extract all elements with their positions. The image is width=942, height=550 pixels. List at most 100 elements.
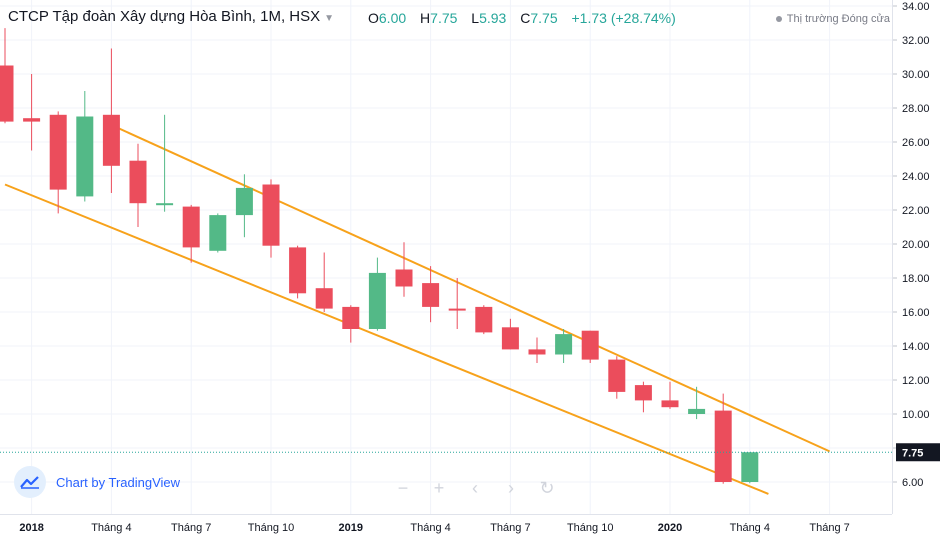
candles — [0, 28, 759, 484]
candle — [688, 386, 706, 420]
last-price-badge — [896, 443, 940, 462]
candle-body — [448, 308, 466, 311]
y-tick-label: 18.00 — [902, 273, 930, 285]
candle-body — [102, 114, 120, 166]
x-tick-label: Tháng 7 — [490, 522, 530, 534]
candle-body — [608, 359, 626, 392]
y-tick-label: 32.00 — [902, 35, 930, 47]
minus-icon[interactable]: − — [397, 478, 409, 498]
y-tick-label: 30.00 — [902, 69, 930, 81]
high-value: 7.75 — [430, 10, 458, 26]
status-dot-icon — [775, 16, 782, 23]
candle — [182, 204, 200, 263]
candle-body — [342, 306, 360, 329]
close-label: C — [520, 10, 531, 26]
y-tick-label: 20.00 — [902, 239, 930, 251]
candle-body — [289, 247, 307, 294]
candle-body — [741, 452, 759, 482]
y-tick-label: 12.00 — [902, 375, 930, 387]
trend-line — [4, 183, 769, 495]
market-status-text: Thị trường Đóng cửa — [786, 13, 890, 25]
candle — [555, 329, 573, 363]
candle-body — [209, 215, 227, 251]
trend-channel[interactable] — [4, 124, 831, 495]
candle — [528, 337, 546, 363]
change-value: +1.73 (+28.74%) — [571, 10, 676, 26]
candle — [608, 356, 626, 399]
candle — [475, 305, 493, 335]
candle-body — [156, 203, 174, 206]
candle — [741, 452, 759, 484]
x-tick-label: Tháng 10 — [248, 522, 294, 534]
x-tick-label: 2018 — [19, 522, 43, 534]
candle — [501, 318, 519, 350]
x-tick-label: Tháng 10 — [567, 522, 613, 534]
plus-icon[interactable]: + — [433, 478, 445, 498]
reset-icon[interactable]: ↻ — [539, 478, 555, 498]
candle-body — [315, 288, 333, 309]
low-label: L — [471, 10, 480, 26]
chart-grid — [0, 0, 892, 514]
candle — [129, 143, 147, 227]
candle — [23, 74, 41, 151]
candle — [661, 381, 679, 409]
x-tick-label: Tháng 4 — [410, 522, 450, 534]
ohlc-values: O6.00 H7.75 L5.93 C7.75 +1.73 (+28.74%) — [368, 10, 676, 26]
candle-body — [501, 327, 519, 350]
candle — [342, 305, 360, 343]
open-value: 6.00 — [378, 10, 407, 26]
x-tick-label: Tháng 4 — [730, 522, 770, 534]
x-tick-label: 2019 — [339, 522, 363, 534]
chevron-right-icon[interactable]: › — [508, 478, 514, 498]
candle — [581, 330, 599, 363]
candle — [395, 242, 413, 297]
market-status: Thị trường Đóng cửa — [775, 13, 890, 25]
y-tick-label: 26.00 — [902, 137, 930, 149]
candle-body — [422, 283, 440, 307]
y-tick-label: 14.00 — [902, 341, 930, 353]
candle — [422, 266, 440, 323]
candle — [235, 174, 253, 238]
chevron-left-icon[interactable]: ‹ — [472, 478, 478, 498]
chart-toolbar: − + ‹ › ↻ — [392, 478, 558, 499]
y-tick-label: 16.00 — [902, 307, 930, 319]
high-label: H — [420, 10, 431, 26]
candle-body — [714, 410, 732, 482]
candle-body — [475, 306, 493, 333]
last-price-label: 7.75 — [902, 447, 923, 459]
candle — [156, 114, 174, 212]
tradingview-logo-icon — [14, 466, 46, 498]
candle-body — [581, 330, 599, 360]
x-tick-label: Tháng 7 — [809, 522, 849, 534]
candle-body — [395, 269, 413, 287]
candle — [368, 257, 386, 331]
candle — [289, 245, 307, 299]
candle-body — [23, 118, 41, 122]
candle-body — [555, 334, 573, 355]
y-tick-label: 10.00 — [902, 409, 930, 421]
candle — [76, 91, 94, 202]
caret-down-icon[interactable]: ▼ — [324, 13, 335, 24]
candle — [102, 48, 120, 193]
candle-body — [368, 272, 386, 329]
open-label: O — [368, 10, 379, 26]
close-value: 7.75 — [530, 10, 558, 26]
chart-legend: CTCP Tập đoàn Xây dựng Hòa Bình, 1M, HSX… — [8, 8, 342, 25]
time-axis[interactable]: 2018 Tháng 4 Tháng 7 Tháng 10 2019 Tháng 4 Thá… — [0, 514, 892, 545]
y-tick-label: 6.00 — [902, 477, 923, 489]
symbol-title[interactable]: CTCP Tập đoàn Xây dựng Hòa Bình, 1M, HSX — [8, 8, 321, 25]
candle-body — [634, 385, 652, 401]
candle-body — [688, 408, 706, 414]
y-tick-label: 34.00 — [902, 1, 930, 13]
candle-body — [528, 349, 546, 355]
candle-body — [0, 65, 14, 122]
tradingview-brand[interactable]: Chart by TradingView — [14, 466, 180, 498]
candle — [634, 381, 652, 413]
candle-body — [262, 184, 280, 246]
brand-text: Chart by TradingView — [56, 474, 181, 490]
candle — [714, 393, 732, 484]
candle-body — [661, 400, 679, 408]
price-axis[interactable]: 6.008.0010.0012.0014.0016.0018.0020.0022… — [892, 0, 942, 514]
candle — [209, 213, 227, 253]
